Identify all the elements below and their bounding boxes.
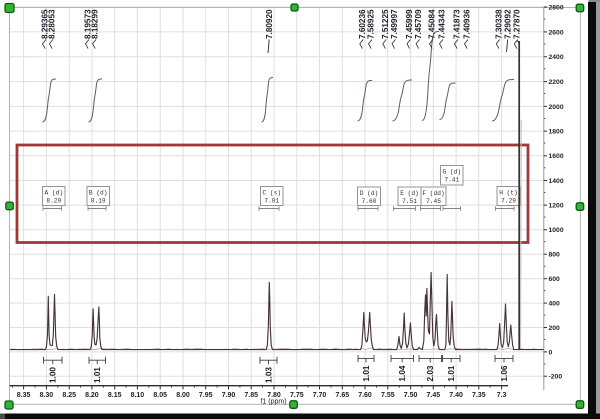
svg-text:1.01: 1.01 bbox=[362, 365, 371, 381]
svg-text:7.45709: 7.45709 bbox=[414, 9, 423, 39]
svg-text:8.29: 8.29 bbox=[46, 198, 61, 205]
svg-text:7.45: 7.45 bbox=[426, 392, 440, 399]
svg-text:8.18299: 8.18299 bbox=[91, 9, 100, 39]
svg-text:7.60236: 7.60236 bbox=[358, 9, 367, 39]
svg-text:7.55: 7.55 bbox=[381, 392, 395, 399]
svg-text:7.51: 7.51 bbox=[402, 198, 417, 205]
svg-text:8.19: 8.19 bbox=[91, 198, 106, 205]
svg-text:7.27870: 7.27870 bbox=[512, 9, 521, 39]
svg-text:7.95: 7.95 bbox=[199, 392, 213, 399]
svg-text:200: 200 bbox=[549, 325, 561, 332]
svg-text:7.60: 7.60 bbox=[358, 392, 372, 399]
svg-text:7.40936: 7.40936 bbox=[463, 9, 472, 39]
svg-text:1.06: 1.06 bbox=[500, 365, 509, 381]
svg-text:7.65: 7.65 bbox=[335, 392, 349, 399]
svg-text:2000: 2000 bbox=[549, 104, 564, 111]
svg-text:8.19573: 8.19573 bbox=[84, 9, 93, 39]
svg-text:1.00: 1.00 bbox=[49, 367, 58, 383]
svg-text:A (d): A (d) bbox=[45, 190, 64, 197]
svg-text:7.80920: 7.80920 bbox=[265, 9, 274, 39]
svg-text:8.00: 8.00 bbox=[176, 392, 190, 399]
svg-text:1800: 1800 bbox=[549, 129, 564, 136]
svg-text:E (d): E (d) bbox=[400, 190, 419, 197]
svg-text:7.75: 7.75 bbox=[290, 392, 304, 399]
svg-text:7.60: 7.60 bbox=[362, 198, 377, 205]
svg-text:8.25: 8.25 bbox=[62, 392, 76, 399]
svg-text:F (dd): F (dd) bbox=[422, 190, 444, 197]
svg-text:7.51225: 7.51225 bbox=[381, 9, 390, 39]
svg-text:0: 0 bbox=[549, 349, 553, 356]
svg-text:-200: -200 bbox=[549, 374, 563, 381]
svg-text:7.3: 7.3 bbox=[497, 392, 507, 399]
svg-text:H (t): H (t) bbox=[499, 190, 518, 197]
svg-text:7.45999: 7.45999 bbox=[405, 9, 414, 39]
svg-text:1200: 1200 bbox=[549, 203, 564, 210]
svg-text:8.15: 8.15 bbox=[108, 392, 122, 399]
svg-text:7.29092: 7.29092 bbox=[503, 9, 512, 39]
svg-text:1.04: 1.04 bbox=[398, 365, 407, 381]
svg-text:2400: 2400 bbox=[549, 54, 564, 61]
svg-text:7.45: 7.45 bbox=[426, 198, 441, 205]
svg-text:1000: 1000 bbox=[549, 227, 564, 234]
svg-text:7.44343: 7.44343 bbox=[438, 9, 447, 39]
svg-text:2200: 2200 bbox=[549, 79, 564, 86]
svg-text:7.41: 7.41 bbox=[444, 177, 459, 184]
svg-text:8.29365: 8.29365 bbox=[41, 9, 50, 39]
svg-text:8.30: 8.30 bbox=[40, 392, 54, 399]
svg-text:7.45084: 7.45084 bbox=[428, 9, 437, 39]
svg-text:7.40: 7.40 bbox=[449, 392, 463, 399]
svg-text:8.10: 8.10 bbox=[131, 392, 145, 399]
svg-text:2.03: 2.03 bbox=[426, 365, 435, 381]
svg-text:7.35: 7.35 bbox=[472, 392, 486, 399]
svg-text:8.05: 8.05 bbox=[153, 392, 167, 399]
svg-text:7.30338: 7.30338 bbox=[494, 9, 503, 39]
svg-text:800: 800 bbox=[549, 252, 561, 259]
svg-text:8.28053: 8.28053 bbox=[48, 9, 57, 39]
svg-text:2800: 2800 bbox=[549, 4, 564, 11]
svg-text:B (d): B (d) bbox=[89, 190, 108, 197]
svg-text:G (d): G (d) bbox=[443, 169, 462, 176]
svg-text:7.50: 7.50 bbox=[404, 392, 418, 399]
svg-text:7.90: 7.90 bbox=[222, 392, 236, 399]
svg-text:C (s): C (s) bbox=[263, 190, 282, 197]
svg-text:1400: 1400 bbox=[549, 178, 564, 185]
svg-text:8.35: 8.35 bbox=[17, 392, 31, 399]
svg-text:1.03: 1.03 bbox=[264, 367, 273, 383]
svg-text:1.01: 1.01 bbox=[447, 365, 456, 381]
svg-text:7.81: 7.81 bbox=[264, 198, 279, 205]
svg-text:7.85: 7.85 bbox=[244, 392, 258, 399]
svg-text:2600: 2600 bbox=[549, 29, 564, 36]
svg-text:7.70: 7.70 bbox=[313, 392, 327, 399]
svg-text:400: 400 bbox=[549, 301, 561, 308]
svg-text:7.41873: 7.41873 bbox=[453, 9, 462, 39]
svg-text:f1 (ppm): f1 (ppm) bbox=[260, 398, 286, 405]
svg-text:D (d): D (d) bbox=[360, 190, 379, 197]
svg-text:7.29: 7.29 bbox=[501, 198, 516, 205]
svg-text:8.20: 8.20 bbox=[85, 392, 99, 399]
svg-text:600: 600 bbox=[549, 276, 561, 283]
svg-text:7.80: 7.80 bbox=[267, 392, 281, 399]
svg-text:1.01: 1.01 bbox=[93, 367, 102, 383]
svg-text:7.58925: 7.58925 bbox=[367, 9, 376, 39]
svg-text:7.49997: 7.49997 bbox=[390, 9, 399, 39]
svg-text:1600: 1600 bbox=[549, 153, 564, 160]
